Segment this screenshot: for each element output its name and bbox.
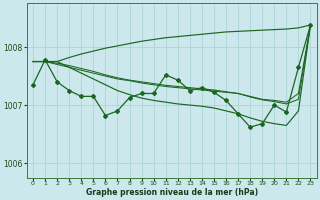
X-axis label: Graphe pression niveau de la mer (hPa): Graphe pression niveau de la mer (hPa) [86, 188, 258, 197]
